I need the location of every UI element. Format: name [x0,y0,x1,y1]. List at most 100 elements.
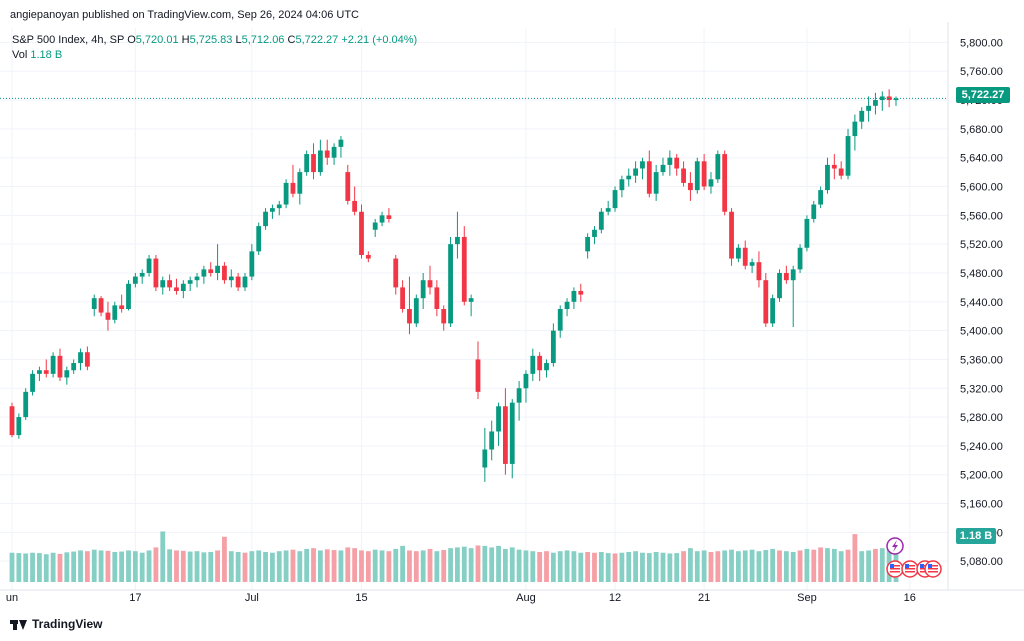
volume-bar [160,531,166,582]
volume-bar [441,550,447,582]
lightning-icon [886,537,904,555]
candle-body [626,175,632,180]
candle [557,305,563,338]
candle-body [9,406,15,436]
candle-body [276,204,282,209]
volume-bar [407,550,412,582]
candle-body [845,136,851,176]
candle-body [338,139,344,147]
candle-body [461,236,467,302]
candle [112,301,118,324]
tradingview-brand[interactable]: TradingView [10,617,102,631]
volume-bar [516,549,522,582]
candle-body [537,355,543,371]
candle-body [578,290,584,295]
candle [256,222,262,255]
volume-bar [633,551,638,582]
volume-bar [84,551,90,582]
candle-body [160,280,166,288]
candle [50,352,56,378]
volume-bar [359,550,364,582]
candle-body [612,190,618,209]
volume-bar [482,545,488,582]
high-label: H [181,34,190,46]
ohlc-legend: S&P 500 Index, 4h, SP O5,720.01 H5,725.8… [12,34,417,46]
symbol-name[interactable]: S&P 500 Index, 4h, SP [12,34,125,46]
volume-label[interactable]: Vol [12,49,28,61]
us-flag-icon-stripe [928,565,938,567]
candle [434,280,440,317]
candle [756,251,762,288]
candle-body [715,154,721,180]
volume-bar [804,548,810,582]
volume-bar [23,553,29,582]
candle [37,366,42,382]
candle-body [132,276,138,284]
candle-body [455,236,460,245]
candle-body [167,280,173,288]
candle-body [23,391,29,418]
candle [845,128,851,180]
candle [304,150,310,176]
volume-bar [331,550,337,582]
volume-bar [263,551,268,582]
candle [174,278,179,295]
candle-body [496,406,501,432]
volume-bar [475,545,481,582]
volume-bar [571,551,577,582]
price-tick-label: 5,640.00 [960,153,1003,165]
candle-body [742,247,748,266]
candle [811,200,817,223]
candle-body [187,280,193,284]
us-flag-icon [886,560,904,578]
candle-body [50,355,56,374]
candle-body [78,352,83,364]
volume-bar [228,551,234,582]
volume-bar [270,552,275,582]
candle-body [222,265,227,281]
time-tick-label: Aug [516,592,536,604]
close-label: C [287,34,296,46]
price-tick-label: 5,800.00 [960,37,1003,49]
volume-bar [694,551,700,582]
candle-body [324,150,330,158]
candle [646,150,652,198]
candle-body [290,182,296,194]
low-value: 5,712.06 [241,34,285,46]
event-markers [886,537,942,578]
us-flag-icon-stripe [905,571,915,573]
volume-bar [818,547,824,582]
candle [345,164,351,205]
candle [222,262,227,284]
volume-bar [9,552,15,582]
volume-bar [742,550,748,582]
candle [571,287,577,309]
volume-bar [660,552,666,582]
candle-body [427,280,433,288]
open-value: 5,720.01 [135,34,179,46]
us-flag-icon-stripe [928,571,938,573]
candle-body [372,222,378,230]
candle-body [873,100,878,106]
us-flag-icon-canton [905,564,909,568]
volume-bar [434,551,440,582]
candle [407,276,412,335]
candle-body [640,161,645,169]
candle-body [146,258,152,273]
candle [311,143,316,180]
volume-bar [215,550,220,582]
candle-body [818,190,824,205]
candle-body [825,164,830,191]
candle [290,164,296,198]
candle [242,272,248,291]
candle [585,233,591,259]
volume-bar [413,551,419,582]
time-tick-label: 12 [609,592,621,604]
candle-body [194,276,200,281]
volume-bar [646,553,652,582]
candle-body [297,172,303,194]
candle [180,280,186,299]
candle [873,92,878,115]
volume-bar [777,550,782,582]
